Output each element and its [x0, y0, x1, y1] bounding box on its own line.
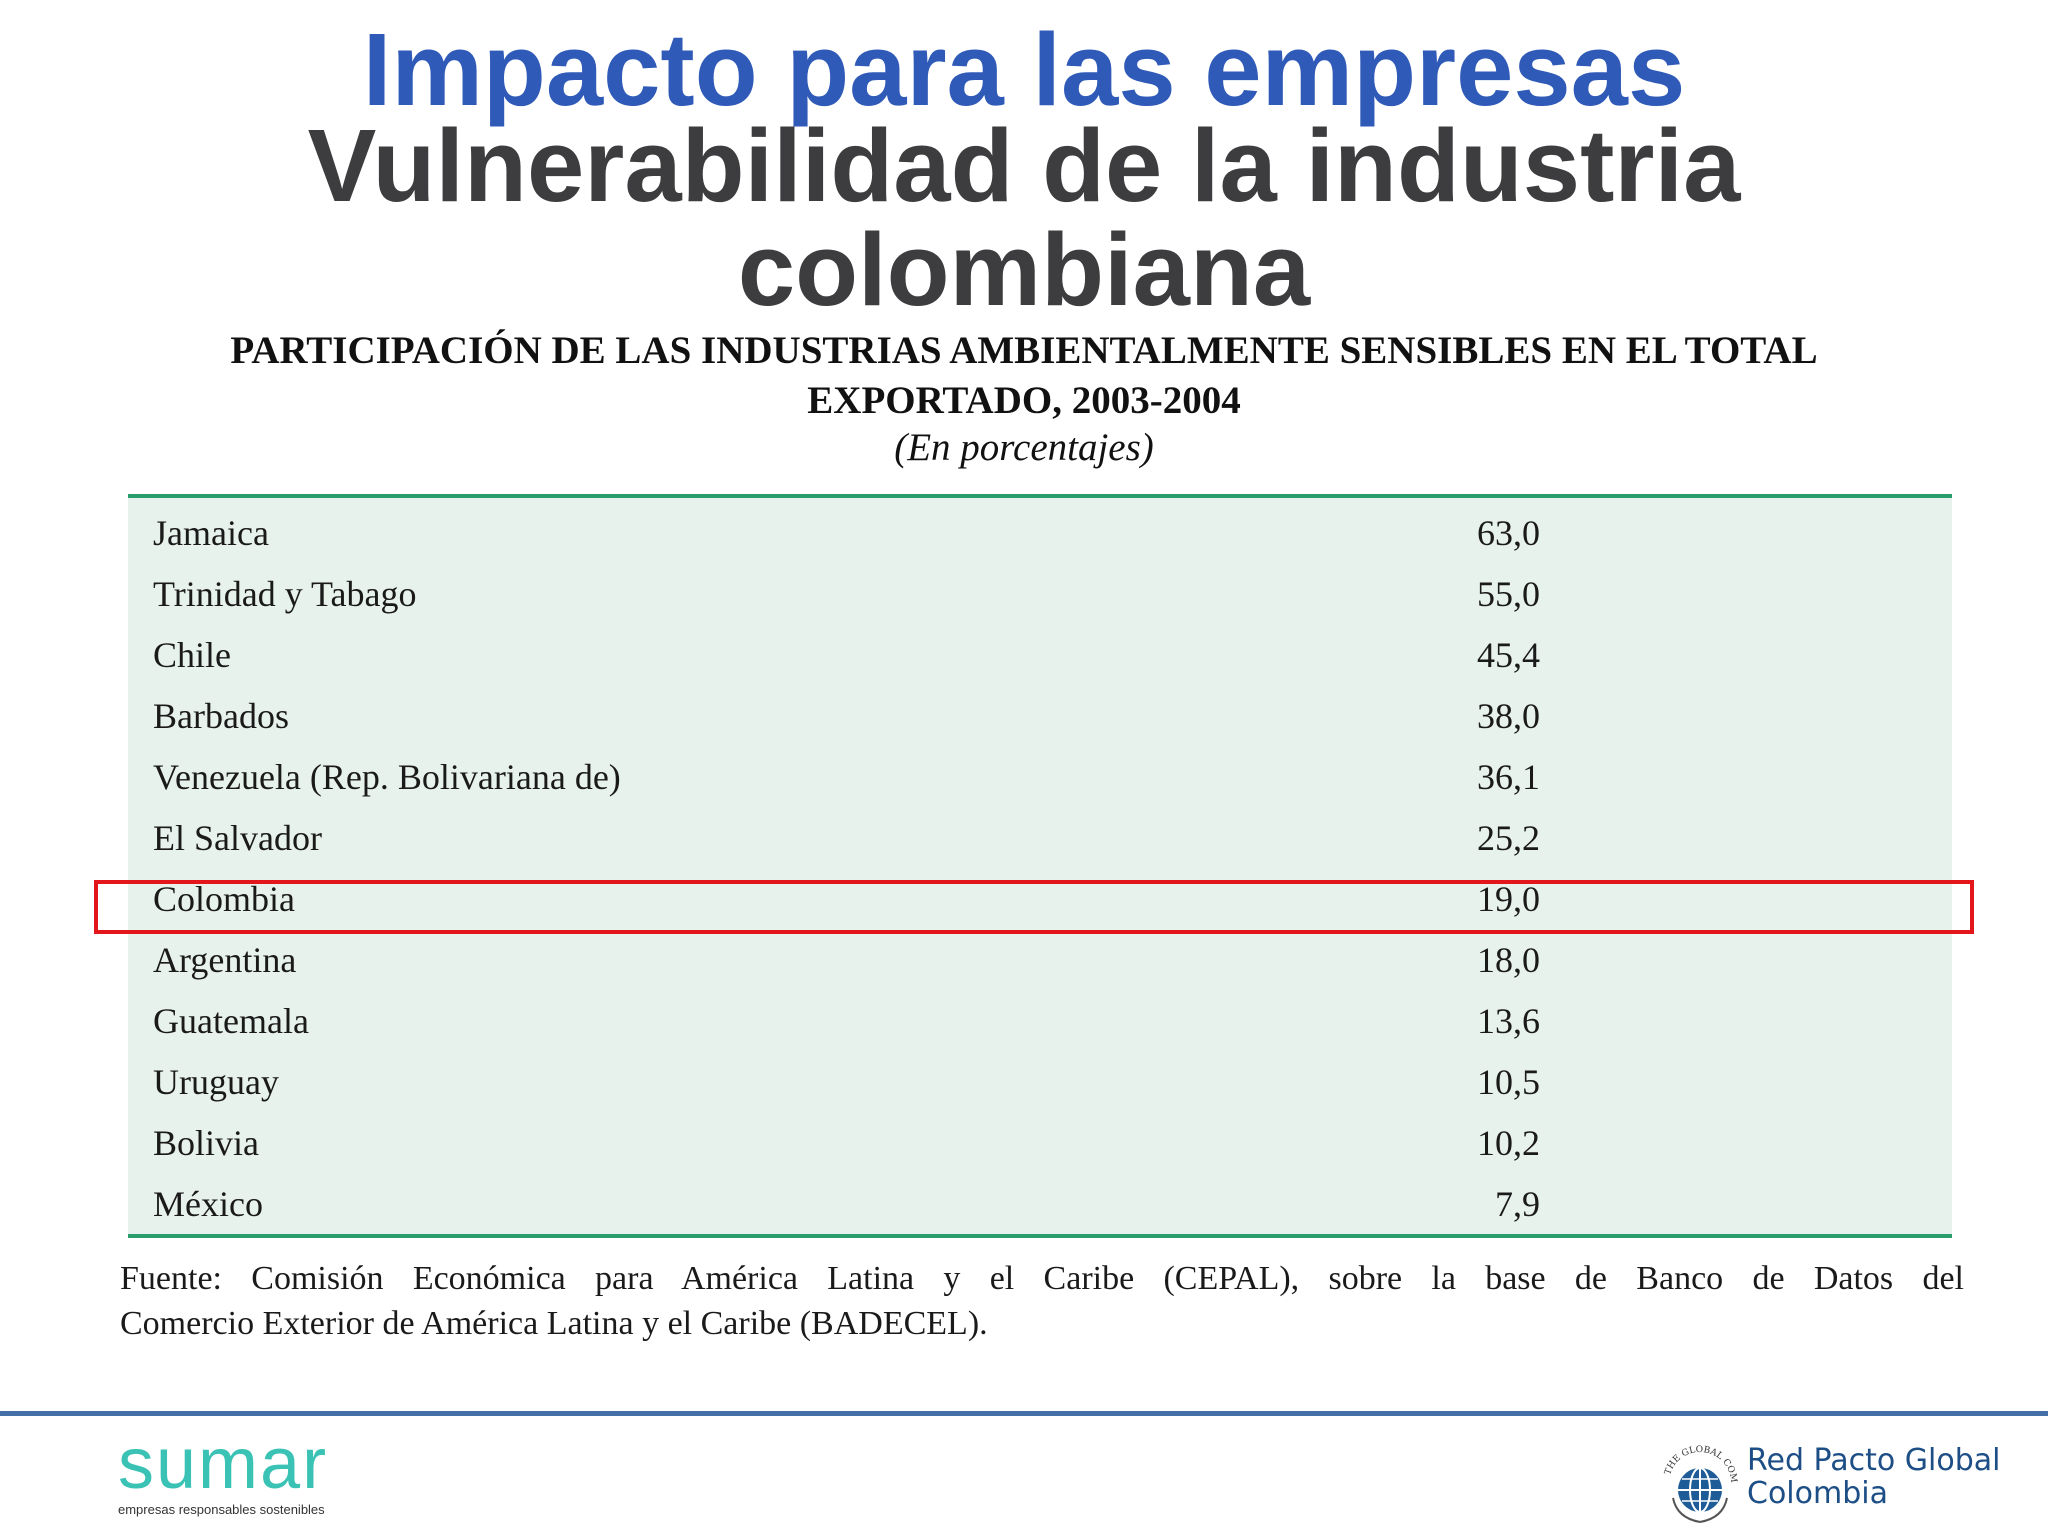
table-row: Colombia 19,0: [128, 868, 1952, 929]
country-label: Venezuela (Rep. Bolivariana de): [153, 757, 621, 797]
country-label: Uruguay: [153, 1062, 279, 1102]
table-row: Venezuela (Rep. Bolivariana de) 36,1: [128, 746, 1952, 807]
country-label: Bolivia: [153, 1123, 259, 1163]
percentage-value: 10,2: [1477, 1123, 1540, 1163]
country-label: Chile: [153, 635, 231, 675]
percentage-value: 18,0: [1477, 940, 1540, 980]
country-label: Jamaica: [153, 513, 269, 553]
global-compact-seal-icon: THE GLOBAL COMPACT: [1651, 1431, 1745, 1533]
percentage-value: 10,5: [1477, 1062, 1540, 1102]
percentage-value: 13,6: [1477, 1001, 1540, 1041]
country-label: Barbados: [153, 696, 289, 736]
footer-divider: [0, 1411, 2048, 1416]
percentage-value: 19,0: [1477, 879, 1540, 919]
source-note: Fuente: Comisión Económica para América …: [120, 1256, 1964, 1346]
slide-title: Impacto para las empresas: [362, 12, 1686, 127]
table-row: Uruguay 10,5: [128, 1051, 1952, 1112]
country-label: Trinidad y Tabago: [153, 574, 417, 614]
slide-subtitle-line-1: Vulnerabilidad de la industria: [307, 108, 1741, 223]
percentage-value: 45,4: [1477, 635, 1540, 675]
sumar-logo: sumar empresas responsables sostenibles: [118, 1428, 328, 1517]
source-note-line-2: Comercio Exterior de América Latina y el…: [120, 1305, 988, 1342]
percentage-value: 25,2: [1477, 818, 1540, 858]
data-table: Jamaica 63,0 Trinidad y Tabago 55,0 Chile 45,…: [128, 494, 1952, 1238]
percentage-value: 7,9: [1495, 1184, 1540, 1224]
table-row: Argentina 18,0: [128, 929, 1952, 990]
country-label: Argentina: [153, 940, 297, 980]
table-row: Jamaica 63,0: [128, 502, 1952, 563]
source-note-line-1: Fuente: Comisión Económica para América …: [120, 1260, 1964, 1297]
table-row: El Salvador 25,2: [128, 807, 1952, 868]
percentage-value: 36,1: [1477, 757, 1540, 797]
table-title-line-2: EXPORTADO, 2003-2004: [807, 379, 1241, 422]
table-title: PARTICIPACIÓN DE LAS INDUSTRIAS AMBIENTA…: [0, 326, 2048, 426]
table-row: Guatemala 13,6: [128, 990, 1952, 1051]
percentage-value: 38,0: [1477, 696, 1540, 736]
slide-subtitle-line-2: colombiana: [737, 212, 1311, 327]
table-row: México 7,9: [128, 1173, 1952, 1234]
sumar-logo-word: sumar: [118, 1424, 329, 1504]
red-pacto-global-line-1: Red Pacto Global: [1747, 1443, 2001, 1478]
table-subtitle: (En porcentajes): [894, 426, 1154, 469]
table-row: Barbados 38,0: [128, 685, 1952, 746]
country-label: Guatemala: [153, 1001, 309, 1041]
table-title-line-1: PARTICIPACIÓN DE LAS INDUSTRIAS AMBIENTA…: [230, 329, 1818, 372]
country-label: Colombia: [153, 879, 295, 919]
table-row: Bolivia 10,2: [128, 1112, 1952, 1173]
table-row: Chile 45,4: [128, 624, 1952, 685]
country-label: México: [153, 1184, 263, 1224]
highlight-box-colombia: [94, 880, 1974, 934]
sumar-logo-tagline: empresas responsables sostenibles: [118, 1502, 325, 1517]
country-label: El Salvador: [153, 818, 322, 858]
table-row: Trinidad y Tabago 55,0: [128, 563, 1952, 624]
percentage-value: 63,0: [1477, 513, 1540, 553]
red-pacto-global-logo-text: Red Pacto Global Colombia: [1747, 1444, 2001, 1510]
slide-subtitle: Vulnerabilidad de la industria colombian…: [0, 114, 2048, 322]
red-pacto-global-line-2: Colombia: [1747, 1476, 1888, 1511]
percentage-value: 55,0: [1477, 574, 1540, 614]
